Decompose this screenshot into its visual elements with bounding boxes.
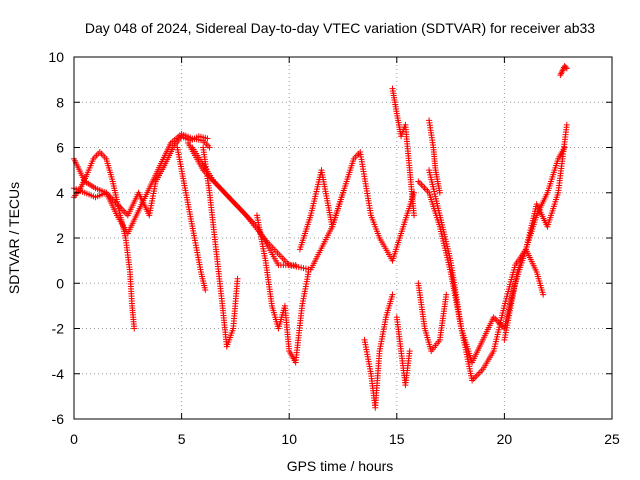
series-sat-q: [557, 63, 570, 79]
data-point-plus: [443, 291, 450, 298]
x-tick-labels: 0 5 10 15 20 25: [70, 431, 620, 447]
y-tick-label: -2: [52, 321, 65, 337]
y-tick-label: 10: [48, 49, 64, 65]
series-sat-f: [185, 139, 346, 273]
y-tick-labels: -6 -4 -2 0 2 4 6 8 10: [48, 49, 64, 427]
data-point-plus: [305, 268, 312, 275]
data-point-plus: [234, 275, 241, 282]
series-sat-l: [393, 314, 413, 389]
series-sat-k: [389, 85, 418, 219]
series-sat-r: [501, 246, 547, 343]
data-point-plus: [562, 64, 569, 71]
x-tick-label: 10: [281, 431, 297, 447]
series-sat-e: [200, 144, 241, 350]
y-tick-label: 2: [56, 230, 64, 246]
axis-ticks: [73, 56, 613, 420]
x-tick-label: 0: [70, 431, 78, 447]
series-sat-j: [361, 291, 396, 411]
series-sat-c: [71, 133, 211, 219]
data-point-plus: [436, 189, 443, 196]
y-tick-label: 6: [56, 140, 64, 156]
chart-title: Day 048 of 2024, Sidereal Day-to-day VTE…: [85, 20, 595, 36]
data-point-plus: [540, 291, 547, 298]
data-point-plus: [406, 348, 413, 355]
y-tick-label: 0: [56, 275, 64, 291]
data-point-plus: [206, 144, 213, 151]
data-point-plus: [292, 262, 299, 269]
series-sat-h: [253, 212, 312, 366]
data-point-plus: [411, 212, 418, 219]
data-point-plus: [204, 135, 211, 142]
y-tick-label: -6: [52, 411, 65, 427]
data-points: [71, 63, 570, 411]
y-tick-label: 4: [56, 185, 64, 201]
data-point-plus: [563, 65, 570, 72]
series-sat-i: [296, 149, 418, 264]
data-point-plus: [131, 325, 138, 332]
series-sat-a: [71, 149, 138, 332]
x-tick-label: 15: [389, 431, 405, 447]
series-sat-p: [426, 117, 443, 196]
x-axis-label: GPS time / hours: [287, 458, 394, 474]
y-tick-label: -4: [52, 366, 65, 382]
y-tick-label: 8: [56, 94, 64, 110]
y-axis-label: SDTVAR / TECUs: [6, 182, 22, 294]
series-sat-g: [189, 144, 299, 269]
data-point-plus: [389, 291, 396, 298]
data-point-plus: [563, 121, 570, 128]
x-tick-label: 20: [497, 431, 513, 447]
data-point-plus: [202, 287, 209, 294]
series-sat-o: [415, 280, 450, 355]
x-tick-label: 5: [178, 431, 186, 447]
series-sat-d: [174, 144, 209, 294]
x-tick-label: 25: [604, 431, 620, 447]
